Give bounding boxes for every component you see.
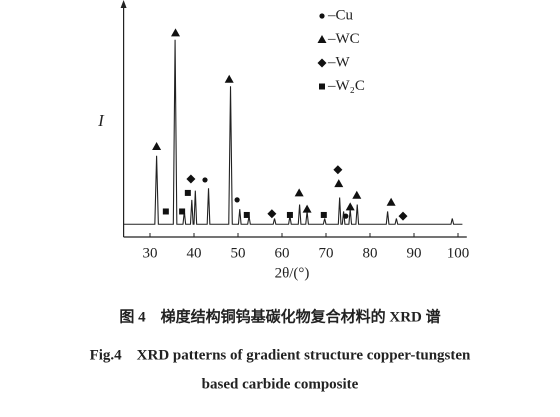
legend-symbol xyxy=(317,35,327,43)
marker xyxy=(345,202,355,211)
legend-label: –W xyxy=(327,54,351,70)
x-tick-label: 70 xyxy=(319,245,334,261)
marker xyxy=(162,208,169,215)
y-axis-label: I xyxy=(97,111,105,130)
caption-cn: 图 4 梯度结构铜钨基碳化物复合材料的 XRD 谱 xyxy=(119,307,440,325)
x-tick-label: 50 xyxy=(231,245,246,261)
marker xyxy=(398,211,408,221)
marker xyxy=(334,179,344,188)
marker xyxy=(179,208,186,215)
x-tick-label: 40 xyxy=(187,245,202,261)
marker xyxy=(333,165,343,175)
marker xyxy=(202,177,208,183)
marker xyxy=(302,204,312,213)
marker xyxy=(234,197,240,203)
legend-symbol xyxy=(319,83,325,90)
marker xyxy=(386,197,396,206)
x-tick-label: 60 xyxy=(275,245,290,261)
marker xyxy=(320,211,327,218)
x-tick-label: 80 xyxy=(363,245,378,261)
marker xyxy=(294,188,304,197)
x-tick-label: 30 xyxy=(143,245,158,261)
marker xyxy=(343,213,349,219)
x-tick-label: 90 xyxy=(407,245,422,261)
x-tick-label: 100 xyxy=(447,245,470,261)
legend-symbol xyxy=(317,58,327,68)
marker xyxy=(267,209,277,219)
x-axis-label: 2θ/(°) xyxy=(275,265,310,281)
marker xyxy=(171,28,181,37)
caption-en: based carbide composite xyxy=(202,376,359,392)
marker xyxy=(286,211,293,218)
legend-label: –WC xyxy=(327,31,360,47)
xrd-line xyxy=(123,39,463,225)
marker xyxy=(152,142,162,151)
marker xyxy=(224,74,234,83)
caption-en: Fig.4 XRD patterns of gradient structure… xyxy=(90,347,471,363)
marker xyxy=(186,174,196,184)
legend-symbol xyxy=(319,13,325,19)
marker xyxy=(243,211,250,218)
legend-label: –Cu xyxy=(327,7,354,23)
marker xyxy=(352,190,362,199)
marker xyxy=(184,189,191,196)
legend-label: –W₂C xyxy=(327,78,365,94)
y-axis-arrow xyxy=(120,0,127,8)
